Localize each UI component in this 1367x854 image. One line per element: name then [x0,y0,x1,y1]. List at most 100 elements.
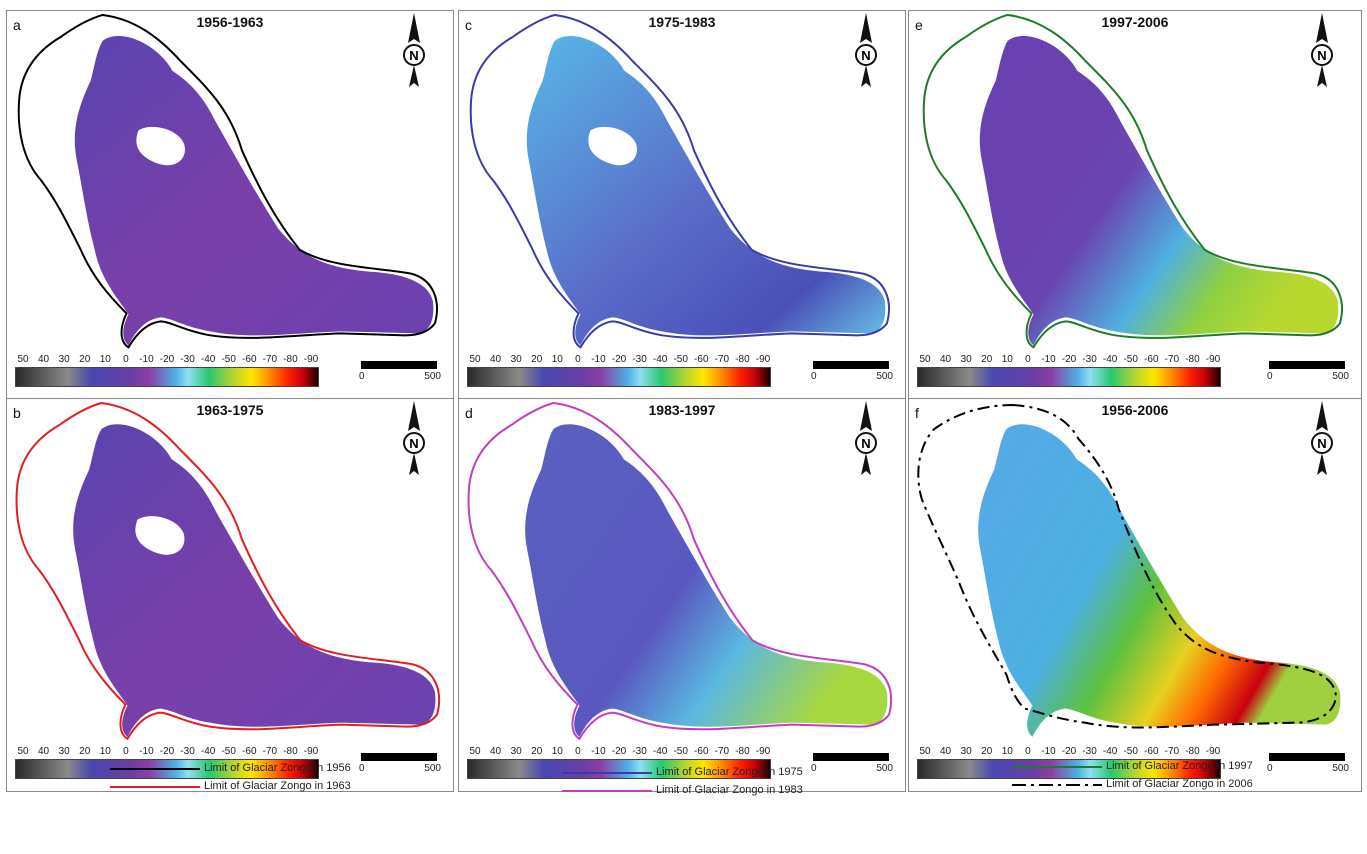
colorbar-tick: 40 [490,354,502,365]
colorbar-tick: 40 [38,746,50,757]
colorbar-tick: -50 [1123,746,1138,757]
panel-letter: c [465,17,472,33]
colorbar-tick: -20 [1061,746,1077,757]
north-arrow-icon: N [403,401,425,475]
map-panel-f: f 1956-2006 N 50 40 30 20 10 0 -10 -20 -30 -40 -50 -60… [908,398,1362,792]
legend-item: Limit of Glaciar Zongo in 1983 [562,784,803,796]
scale-bar-segment [361,361,437,369]
colorbar: 50 40 30 20 10 0 -10 -20 -30 -40 -50 -60 -70 -80 -90 [15,354,319,387]
colorbar-tick: -60 [242,746,257,757]
colorbar-tick: 0 [1025,746,1031,757]
colorbar-tick: -40 [1102,746,1118,757]
colorbar-tick: -30 [1082,354,1097,365]
nunatak-gap [135,516,185,555]
nunatak-gap [588,126,637,166]
colorbar-tick: -20 [1061,354,1077,365]
north-label: N [1317,436,1326,451]
colorbar: 50 40 30 20 10 0 -10 -20 -30 -40 -50 -60 -70 -80 -90 [917,746,1221,779]
glacier-elevation-change [74,35,434,346]
scale-bar-segment [813,361,889,369]
colorbar-tick: -30 [632,354,647,365]
scale-bar-segment [1269,753,1345,761]
legend-item: Limit of Glaciar Zongo in 1956 [110,762,351,774]
north-label: N [861,436,870,451]
colorbar-tick: 10 [99,354,111,365]
panel-title: 1997-2006 [1101,14,1169,30]
colorbar-tick: 50 [17,746,29,757]
colorbar-tick: -20 [611,746,627,757]
colorbar-tick: -80 [1185,746,1200,757]
colorbar-tick: 20 [981,746,993,757]
colorbar-tick: -20 [159,746,175,757]
colorbar-tick: -30 [632,746,647,757]
colorbar-tick: -50 [221,354,236,365]
colorbar-tick: -10 [139,746,154,757]
scale-start-label: 0 [359,371,365,382]
colorbar-tick: 50 [919,746,931,757]
colorbar-tick: -10 [1041,746,1056,757]
colorbar-tick: -40 [1102,354,1118,365]
colorbar-tick: -80 [1185,354,1200,365]
colorbar-tick: -10 [139,354,154,365]
colorbar-tick: -80 [283,746,298,757]
glacier-map [17,13,438,349]
colorbar-tick: -50 [221,746,236,757]
glacier-elevation-change [73,424,436,737]
colorbar-tick: -30 [180,354,195,365]
glacier-limit-outline [467,401,893,741]
glacier-map [922,13,1343,349]
map-panel-c: c 1975-1983 N 50 40 30 20 10 0 -10 -20 -30 -40 -50 -60… [458,10,906,400]
panel-title: 1956-1963 [196,14,264,30]
scale-start-label: 0 [1267,371,1273,382]
colorbar-tick: -70 [1164,354,1180,365]
scale-start-label: 0 [1267,763,1273,774]
colorbar-tick: 10 [551,354,563,365]
colorbar-tick: -90 [303,354,319,365]
glacier-map [15,401,441,741]
scale-bar-segment [813,753,889,761]
glacier-map [467,401,893,741]
north-label: N [409,48,418,63]
colorbar-tick: -70 [1164,746,1180,757]
colorbar: 50 40 30 20 10 0 -10 -20 -30 -40 -50 -60 -70 -80 -90 [917,354,1221,387]
north-arrow-icon: N [855,401,877,475]
scale-start-label: 0 [359,763,365,774]
colorbar-tick: -80 [735,354,750,365]
glacier-limit-outline [917,404,1338,729]
map-panel-d: d 1983-1997 N 50 40 30 20 10 0 -10 -20 -30 -40 -50 -60… [458,398,906,792]
colorbar-tick: -70 [262,354,278,365]
colorbar-tick: 0 [123,354,129,365]
north-label: N [409,436,418,451]
colorbar-tick: -60 [1144,354,1159,365]
colorbar-tick: -90 [755,354,771,365]
legend-item: Limit of Glaciar Zongo in 2006 [1012,778,1253,790]
scale-end-label: 500 [876,371,893,382]
colorbar-tick: 20 [531,746,543,757]
colorbar-tick: -40 [200,354,216,365]
glacier-limit-outline [17,13,438,349]
colorbar-gradient [917,367,1221,387]
colorbar-tick: 0 [575,354,581,365]
colorbar-tick: -40 [200,746,216,757]
colorbar-tick: 40 [940,354,952,365]
glacier-map [469,13,890,349]
colorbar-tick: -50 [1123,354,1138,365]
colorbar-tick: 20 [531,354,543,365]
colorbar-tick: 50 [17,354,29,365]
panel-title: 1963-1975 [196,402,264,418]
scale-end-label: 500 [424,763,441,774]
colorbar-tick: -90 [1205,746,1221,757]
colorbar-tick: -30 [180,746,195,757]
scale-bar: 0 500 [1267,361,1349,387]
scale-end-label: 500 [424,371,441,382]
scale-bar: 0 500 [811,753,893,779]
colorbar-tick: -70 [714,354,730,365]
colorbar-gradient [467,759,771,779]
colorbar-tick: 40 [38,354,50,365]
north-arrow-icon: N [1311,13,1333,87]
colorbar-tick: -50 [673,746,688,757]
colorbar-tick: 20 [79,746,91,757]
colorbar-tick: 30 [58,354,70,365]
panel-letter: a [13,17,21,33]
colorbar-tick: 50 [469,354,481,365]
